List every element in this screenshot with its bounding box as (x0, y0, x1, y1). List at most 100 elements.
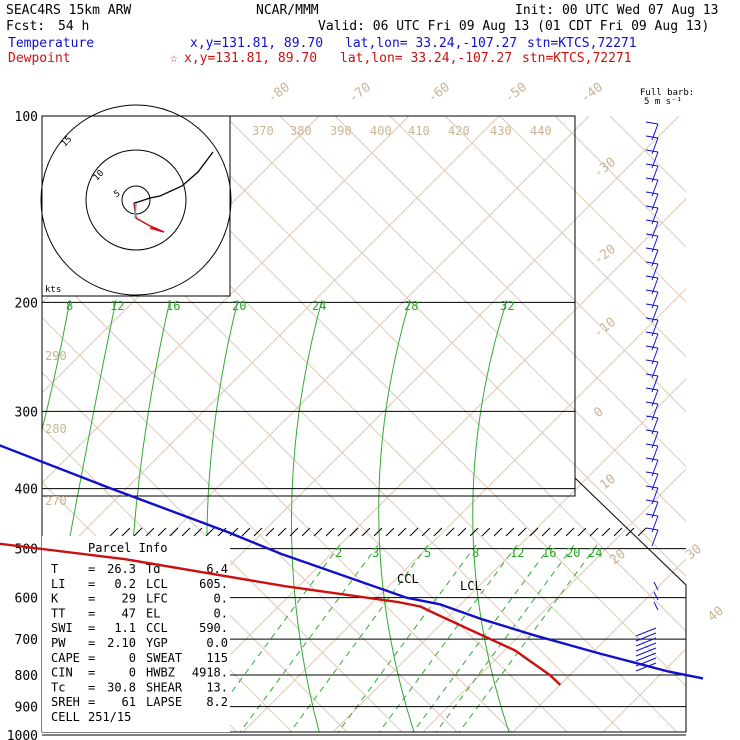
parcel-key-sweat: SWEAT (146, 651, 182, 665)
isotherm-line (512, 558, 686, 732)
hatch-mark (193, 527, 203, 537)
hatch-mark (589, 527, 599, 537)
wind-barb-flag (645, 401, 659, 405)
theta-label: 380 (290, 124, 312, 138)
parcel-value-swi: 1.1 (114, 621, 136, 635)
parcel-value-lfc: 0. (214, 592, 228, 606)
wind-barb-flag (645, 317, 659, 321)
wind-barb-flag (645, 205, 659, 209)
parcel-equals: = (88, 577, 95, 591)
wind-barb-flag (645, 303, 659, 307)
parcel-info-title: Parcel Info (88, 541, 167, 555)
sounding-profiles (0, 444, 704, 686)
isotherm-line (42, 116, 410, 484)
hatch-mark (253, 527, 263, 537)
wind-barb-staff (635, 637, 657, 647)
parcel-key-tc: Tc (51, 680, 65, 694)
hatch-mark (337, 527, 347, 537)
hatch-mark (457, 527, 467, 537)
hatch-mark (445, 527, 455, 537)
hatch-mark (517, 527, 527, 537)
hodograph: 5 10 15 kts (40, 104, 232, 297)
hatch-mark (637, 527, 647, 537)
wind-barb-staff (635, 642, 657, 652)
wind-barb-flag (645, 513, 659, 517)
pressure-label-800: 800 (15, 669, 38, 684)
isotherm-line (332, 378, 686, 732)
hatch-mark (181, 527, 191, 537)
hodograph-trace-surface (134, 202, 137, 219)
org-title: NCAR/MMM (256, 3, 319, 18)
mixing-ratio-label: 20 (232, 299, 246, 313)
legend: Temperature x,y=131.81, 89.70 lat,lon= 3… (8, 36, 694, 107)
parcel-value-td: 6.4 (206, 562, 228, 576)
wind-barb-staff (653, 581, 659, 591)
parcel-cell-value: 251/15 (88, 710, 131, 724)
hatch-mark (265, 527, 275, 537)
init-time: Init: 00 UTC Wed 07 Aug 13 (515, 3, 719, 18)
parcel-value-el: 0. (214, 606, 228, 620)
legend-dewpoint-xy: x,y=131.81, 89.70 (184, 51, 317, 66)
hatch-mark (121, 527, 131, 537)
hatch-mark (301, 527, 311, 537)
dry-adiabat-line (554, 116, 686, 248)
hatch-mark (217, 527, 227, 537)
parcel-value-t: 26.3 (107, 562, 136, 576)
dry-adiabat-line (334, 116, 686, 468)
moist-adiabat-line (291, 299, 323, 732)
valid-time: Valid: 06 UTC Fri 09 Aug 13 (01 CDT Fri … (318, 19, 709, 34)
parcel-key-shear: SHEAR (146, 680, 183, 694)
wind-barb-staff (635, 662, 657, 672)
isotherm-label: -30 (591, 155, 619, 181)
hatch-mark (469, 527, 479, 537)
hatch-mark (133, 527, 143, 537)
wind-barb-flag (645, 527, 659, 531)
pressure-label-200: 200 (15, 296, 38, 311)
parcel-equals: = (88, 562, 95, 576)
hodograph-ring-10 (85, 149, 187, 251)
hatch-mark (409, 527, 419, 537)
parcel-equals: = (88, 680, 95, 694)
parcel-equals: = (88, 695, 95, 709)
parcel-value-tc: 30.8 (107, 680, 136, 694)
wind-barb-flag (645, 233, 659, 237)
mixing-ratio-label: 8 (472, 546, 479, 560)
wind-barb-flag (645, 471, 659, 475)
parcel-key-li: LI (51, 577, 65, 591)
theta-label: 430 (490, 124, 512, 138)
wind-barb-staff (635, 652, 657, 662)
hatch-mark (529, 527, 539, 537)
wind-barb-flag (645, 415, 659, 419)
parcel-value-pw: 2.10 (107, 636, 136, 650)
legend-temperature-xy: x,y=131.81, 89.70 (190, 36, 323, 51)
isotherm-label: 40 (705, 604, 727, 625)
parcel-cell-label: CELL (51, 710, 80, 724)
parcel-info-box: Parcel Info T = 26.3 Td 6.4LI = 0.2 LCL 605.K = 29… (42, 536, 230, 732)
mixing-ratio-label: 28 (404, 299, 418, 313)
mixing-ratio-label: 12 (110, 299, 124, 313)
isotherm-label: 20 (607, 547, 629, 568)
theta-label: 440 (530, 124, 552, 138)
theta-label: 420 (448, 124, 470, 138)
parcel-key-cape: CAPE (51, 651, 80, 665)
isotherm-line (422, 468, 686, 732)
dry-adiabat-line (499, 116, 686, 303)
hatch-mark (493, 527, 503, 537)
hatch-mark (421, 527, 431, 537)
parcel-value-li: 0.2 (114, 577, 136, 591)
parcel-value-sreh: 61 (122, 695, 136, 709)
legend-dewpoint-latlon: lat,lon= 33.24,-107.27 (340, 51, 512, 66)
mixing-ratio-label: 8 (66, 299, 73, 313)
hatch-mark (613, 527, 623, 537)
hodograph-trace-upper (133, 151, 214, 204)
moist-adiabat-line (472, 299, 510, 732)
isotherm-line (42, 116, 500, 574)
wind-barb-flag (645, 219, 659, 223)
wind-barb-flag (645, 457, 659, 461)
parcel-key-ccl: CCL (146, 621, 168, 635)
mixing-ratio-label: 5 (424, 546, 431, 560)
isotherm-label: -20 (591, 242, 619, 268)
parcel-equals: = (88, 651, 95, 665)
wind-barb-flag (645, 387, 659, 391)
